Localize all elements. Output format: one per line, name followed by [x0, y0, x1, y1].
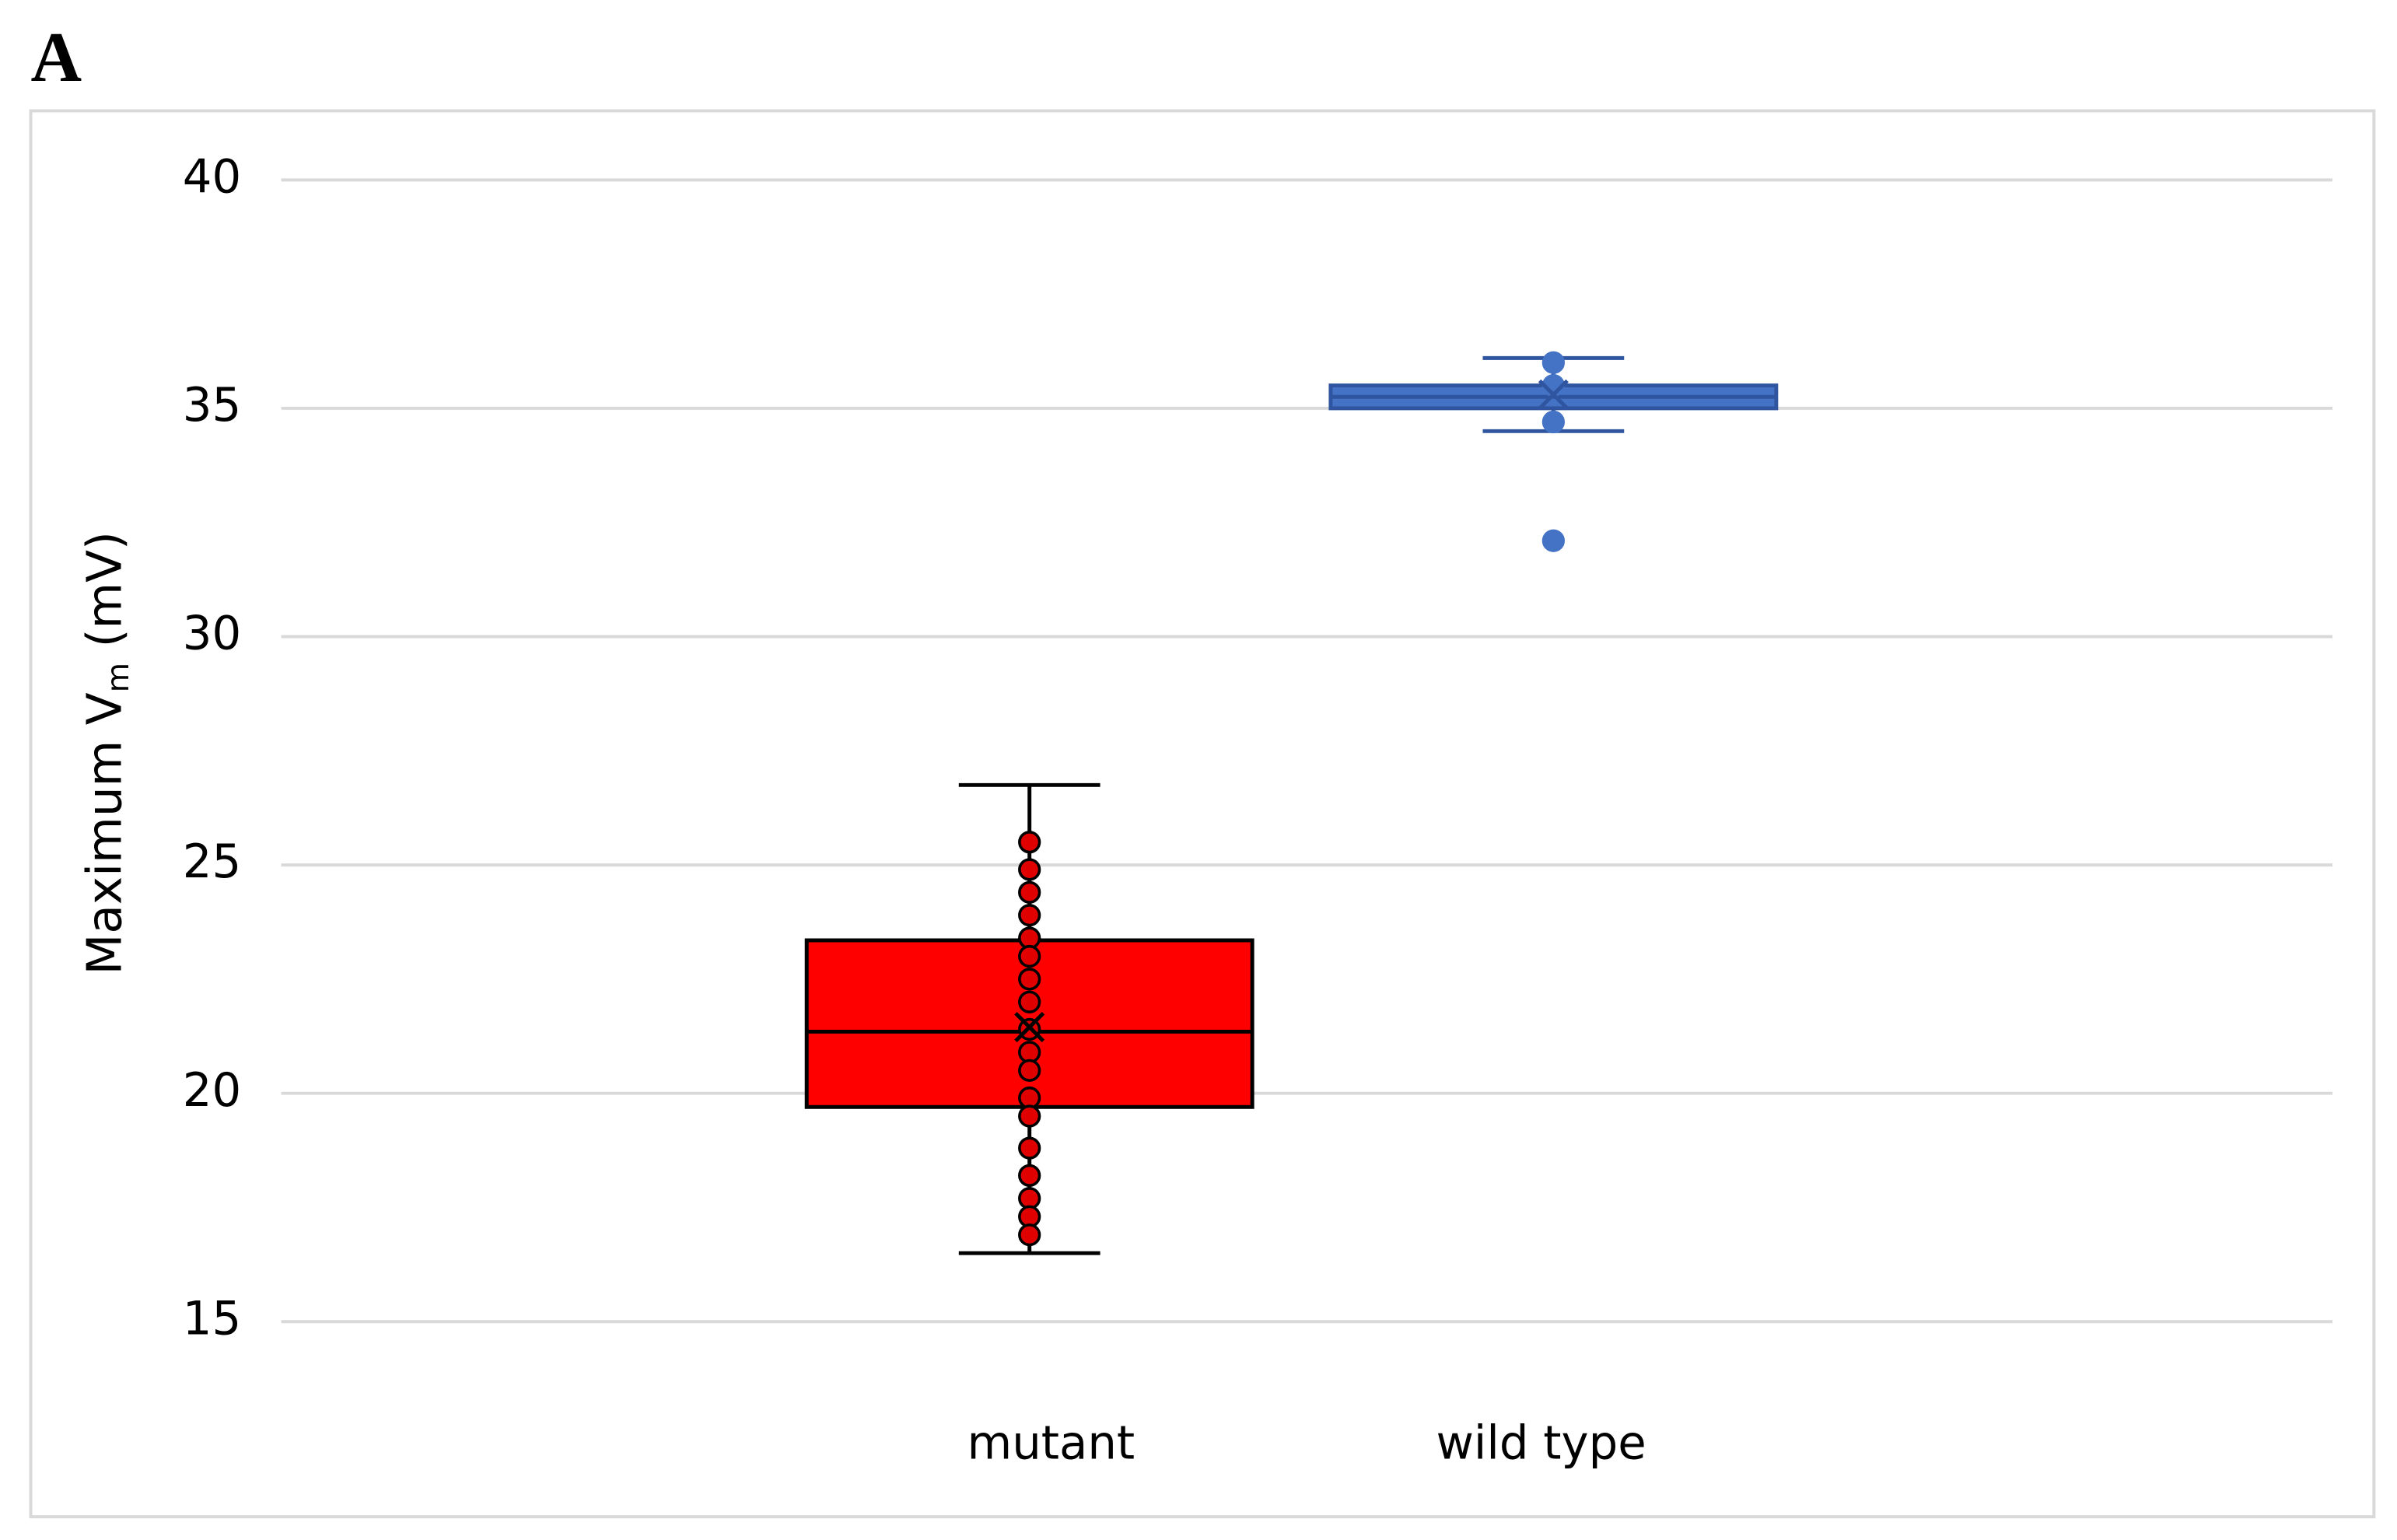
data-point — [1018, 944, 1041, 968]
data-point — [1018, 1164, 1041, 1187]
chart-frame — [29, 109, 2376, 1519]
data-point — [1018, 1223, 1041, 1247]
data-point — [1541, 351, 1565, 374]
data-point — [1018, 1059, 1041, 1082]
mean-marker — [1538, 379, 1569, 410]
data-point — [1018, 1136, 1041, 1160]
data-point — [1018, 904, 1041, 927]
x-tick-label: wild type — [1436, 1416, 1646, 1469]
y-tick-label: 20 — [183, 1063, 241, 1117]
data-point — [1541, 410, 1565, 434]
y-axis-label: Maximum Vm (mV) — [77, 531, 136, 975]
y-tick-label: 35 — [183, 378, 241, 432]
y-tick-label: 25 — [183, 835, 241, 888]
data-point — [1018, 968, 1041, 991]
y-label-main: Maximum V — [77, 692, 132, 975]
y-tick-label: 40 — [183, 149, 241, 203]
y-tick-label: 15 — [183, 1291, 241, 1345]
mean-marker — [1014, 1012, 1045, 1043]
data-point — [1018, 858, 1041, 881]
data-point — [1018, 990, 1041, 1013]
data-point — [1541, 529, 1565, 552]
y-tick-label: 30 — [183, 607, 241, 660]
panel-label: A — [31, 18, 82, 96]
data-point — [1018, 1104, 1041, 1128]
x-tick-label: mutant — [968, 1416, 1136, 1469]
data-point — [1018, 831, 1041, 854]
y-label-subscript: m — [100, 663, 136, 692]
data-point — [1018, 880, 1041, 904]
y-label-suffix: (mV) — [77, 531, 132, 663]
